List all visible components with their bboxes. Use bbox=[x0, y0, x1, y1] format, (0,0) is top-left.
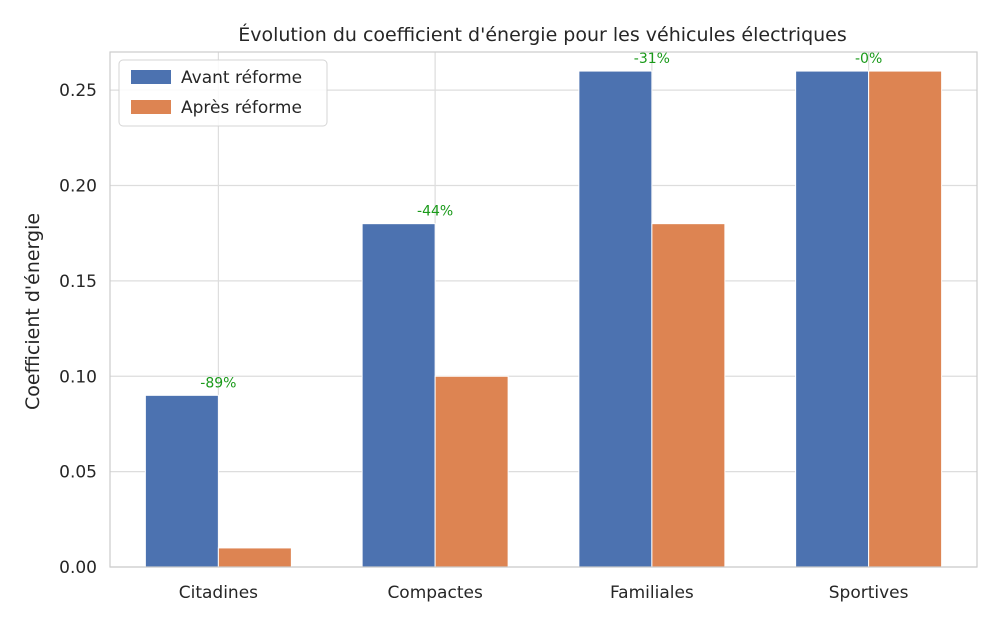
y-tick-label: 0.00 bbox=[59, 558, 97, 578]
bar-apres-familiales bbox=[651, 223, 726, 568]
bar-apres-citadines bbox=[217, 547, 292, 568]
legend-label: Avant réforme bbox=[181, 68, 302, 88]
annotations: -89% -44% -31% -0% bbox=[200, 51, 882, 391]
legend-label: Après réforme bbox=[181, 98, 302, 118]
change-label: -44% bbox=[417, 204, 453, 220]
bar-avant-compactes bbox=[361, 223, 436, 568]
x-tick-label: Citadines bbox=[179, 583, 258, 603]
change-label: -89% bbox=[200, 375, 236, 391]
y-axis-label: Coefficient d'énergie bbox=[22, 213, 44, 410]
y-tick-label: 0.10 bbox=[59, 367, 97, 387]
change-label: -0% bbox=[855, 51, 882, 67]
legend-swatch bbox=[131, 70, 171, 84]
bars bbox=[144, 70, 943, 568]
bar-avant-familiales bbox=[578, 70, 653, 568]
legend: Avant réforme Après réforme bbox=[118, 59, 328, 127]
x-tick-labels: Citadines Compactes Familiales Sportives bbox=[179, 583, 909, 603]
legend-swatch bbox=[131, 100, 171, 114]
x-tick-label: Compactes bbox=[387, 583, 483, 603]
plot-frame bbox=[109, 51, 978, 568]
change-label: -31% bbox=[634, 51, 670, 67]
y-tick-label: 0.05 bbox=[59, 463, 97, 483]
x-tick-label: Familiales bbox=[610, 583, 694, 603]
y-tick-labels: 0.00 0.05 0.10 0.15 0.20 0.25 bbox=[59, 81, 97, 578]
y-tick-label: 0.25 bbox=[59, 81, 97, 101]
y-tick-label: 0.20 bbox=[59, 177, 97, 197]
y-tick-label: 0.15 bbox=[59, 272, 97, 292]
bar-avant-citadines bbox=[144, 394, 219, 568]
x-tick-label: Sportives bbox=[829, 583, 909, 603]
bar-avant-sportives bbox=[795, 70, 870, 568]
bar-apres-sportives bbox=[868, 70, 943, 568]
bar-apres-compactes bbox=[434, 375, 509, 568]
chart-title: Évolution du coefficient d'énergie pour … bbox=[238, 23, 847, 46]
